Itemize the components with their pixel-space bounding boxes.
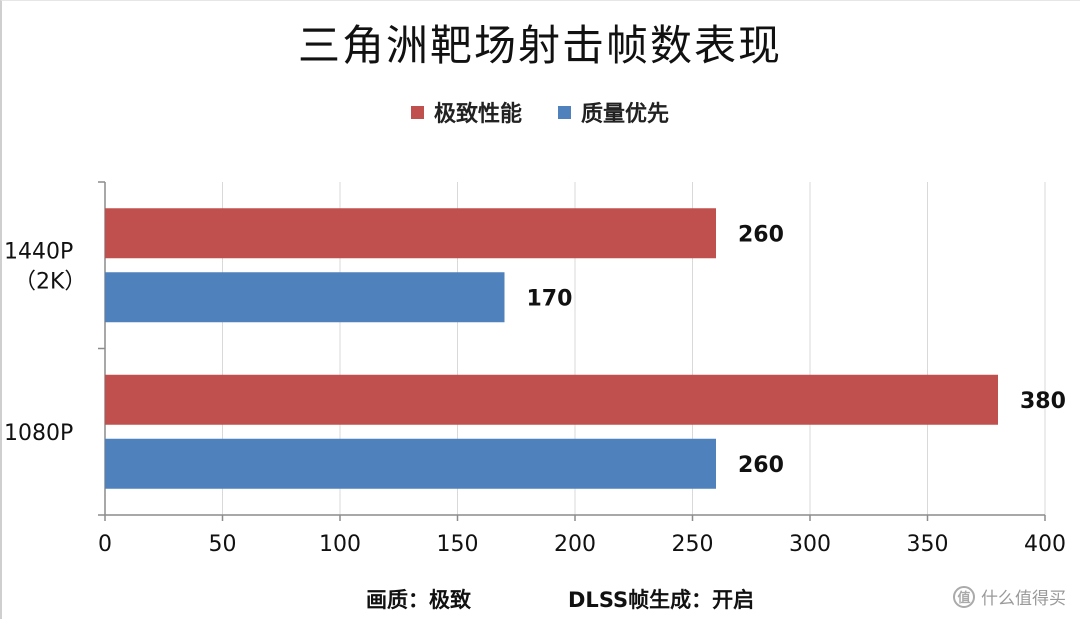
x-tick-label-150: 150 xyxy=(437,532,479,557)
x-tick-label-100: 100 xyxy=(319,532,361,557)
category-label-1: 1440P （2K） xyxy=(4,239,86,294)
data-label-1-series-2: 170 xyxy=(527,286,573,311)
category-label-1-line-1: 1440P xyxy=(4,239,73,264)
x-tick-label-300: 300 xyxy=(789,532,831,557)
bar-2-series-2 xyxy=(105,438,716,489)
watermark-logo-icon: 值 xyxy=(953,585,975,608)
footnote-quality: 画质：极致 xyxy=(366,588,471,612)
legend-item-series-2: 质量优先 xyxy=(558,96,669,128)
chart-title: 三角洲靶场射击帧数表现 xyxy=(297,21,782,70)
watermark: 值 什么值得买 xyxy=(953,584,1066,609)
x-tick-label-200: 200 xyxy=(554,532,596,557)
legend-item-series-1: 极致性能 xyxy=(410,96,522,128)
bar-1-series-1 xyxy=(105,208,716,259)
category-label-2: 1080P xyxy=(4,421,73,446)
data-label-1-series-1: 260 xyxy=(738,222,784,247)
legend-swatch-series-1 xyxy=(410,105,424,119)
data-label-2-series-1: 380 xyxy=(1020,389,1066,414)
chart-legend: 极致性能 质量优先 xyxy=(0,96,1080,128)
category-label-1-line-2: （2K） xyxy=(14,269,86,294)
bar-2-series-1 xyxy=(105,374,998,425)
legend-label-series-1: 极致性能 xyxy=(433,102,522,127)
x-tick-label-350: 350 xyxy=(907,532,949,557)
x-tick-label-400: 400 xyxy=(1024,532,1066,557)
data-label-2-series-2: 260 xyxy=(738,453,784,478)
legend-swatch-series-2 xyxy=(558,105,571,119)
x-tick-label-50: 50 xyxy=(209,532,237,557)
x-tick-label-0: 0 xyxy=(98,532,112,557)
category-label-2-line-1: 1080P xyxy=(4,421,73,446)
x-tick-label-250: 250 xyxy=(672,532,714,557)
watermark-text: 什么值得买 xyxy=(981,589,1066,609)
footnote-dlss: DLSS帧生成：开启 xyxy=(568,588,755,612)
bar-1-series-2 xyxy=(105,272,505,323)
legend-label-series-2: 质量优先 xyxy=(581,102,670,127)
